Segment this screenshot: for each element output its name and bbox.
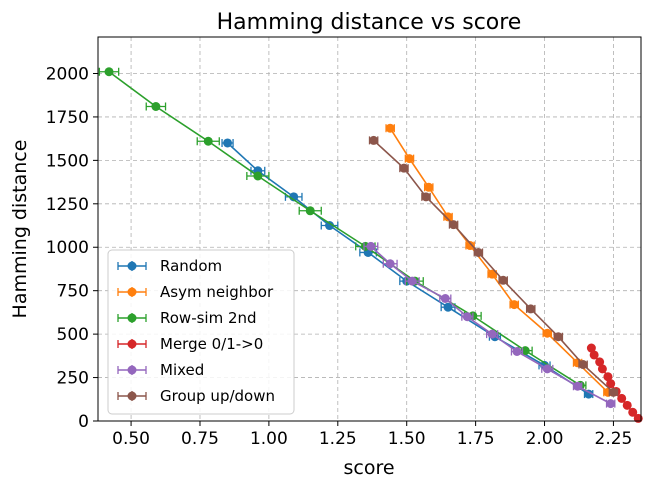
data-point	[443, 212, 453, 222]
data-point	[509, 300, 519, 310]
data-point	[385, 259, 395, 269]
series-line	[108, 71, 581, 387]
series-4	[586, 343, 643, 423]
data-point	[628, 407, 638, 417]
y-tick-label: 250	[57, 369, 89, 389]
legend-item: Asym neighbor	[117, 283, 274, 301]
data-point	[203, 136, 213, 146]
y-tick-label: 1250	[46, 195, 89, 215]
legend-marker	[127, 339, 137, 349]
legend-marker	[127, 261, 137, 271]
data-point	[542, 364, 552, 374]
y-tick-label: 1000	[46, 238, 89, 258]
data-point	[223, 138, 233, 148]
data-point	[253, 171, 263, 181]
y-axis-title: Hamming distance	[9, 140, 31, 319]
data-point	[573, 381, 583, 391]
legend-item: Merge 0/1->0	[117, 335, 263, 353]
data-point	[449, 220, 459, 230]
data-point	[553, 332, 563, 342]
series-5	[363, 241, 616, 409]
data-point	[498, 275, 508, 285]
y-tick-label: 1500	[46, 151, 89, 171]
data-point	[305, 206, 315, 216]
data-point	[151, 102, 161, 112]
data-point	[606, 379, 616, 389]
series-6	[368, 135, 619, 397]
x-tick-label: 1.00	[250, 429, 288, 449]
x-tick-label: 1.25	[319, 429, 357, 449]
x-axis-title: score	[343, 457, 394, 479]
legend-item: Group up/down	[117, 387, 275, 405]
y-tick-label: 1750	[46, 108, 89, 128]
series-line	[373, 139, 614, 393]
data-point	[595, 357, 605, 367]
data-point	[404, 154, 414, 164]
x-tick-label: 2.25	[595, 429, 633, 449]
legend-item: Row-sim 2nd	[117, 309, 257, 327]
data-point	[586, 343, 596, 353]
y-axis-ticks: 0 250 500 750 1000 1250 1500 1750 2000	[46, 64, 98, 432]
legend-label: Row-sim 2nd	[160, 309, 257, 327]
data-point	[407, 276, 417, 286]
series-2	[385, 123, 613, 397]
data-point	[608, 387, 618, 397]
legend-marker	[127, 287, 137, 297]
data-point	[399, 163, 409, 173]
data-point	[606, 399, 616, 409]
data-point	[487, 329, 497, 339]
x-tick-label: 1.50	[388, 429, 426, 449]
data-point	[104, 67, 114, 77]
data-point	[440, 294, 450, 304]
series-line	[389, 127, 609, 393]
data-point	[597, 364, 607, 374]
data-point	[512, 346, 522, 356]
series-line	[370, 245, 612, 405]
data-point	[369, 135, 379, 145]
legend: Random Asym neighbor Row-sim 2nd Merge 0/1-…	[107, 249, 295, 415]
data-point	[589, 350, 599, 360]
data-point	[526, 304, 536, 314]
data-point	[584, 389, 594, 399]
data-point	[366, 241, 376, 251]
legend-label: Random	[160, 257, 222, 275]
legend-label: Asym neighbor	[160, 283, 274, 301]
legend-marker	[127, 313, 137, 323]
y-tick-label: 500	[57, 325, 89, 345]
legend-box	[107, 249, 295, 415]
legend-item: Random	[117, 257, 222, 275]
legend-marker	[127, 391, 137, 401]
data-point	[325, 221, 335, 231]
data-point	[473, 247, 483, 257]
data-point	[542, 328, 552, 338]
y-tick-label: 0	[78, 412, 89, 432]
x-axis-ticks: 0.50 0.75 1.00 1.25 1.50 1.75 2.00 2.25	[112, 421, 632, 449]
x-tick-label: 1.75	[457, 429, 495, 449]
data-point	[603, 372, 613, 382]
legend-item: Mixed	[117, 361, 204, 379]
y-tick-label: 750	[57, 282, 89, 302]
legend-label: Merge 0/1->0	[160, 335, 263, 353]
data-point	[578, 360, 588, 370]
data-point	[443, 302, 453, 312]
x-tick-label: 0.75	[181, 429, 219, 449]
legend-marker	[127, 365, 137, 375]
data-point	[487, 269, 497, 279]
x-tick-label: 0.50	[112, 429, 150, 449]
chart-title: Hamming distance vs score	[217, 10, 522, 35]
y-tick-label: 2000	[46, 64, 89, 84]
data-point	[465, 241, 475, 251]
legend-label: Mixed	[160, 361, 204, 379]
data-point	[622, 400, 632, 410]
data-point	[385, 123, 395, 133]
series-layer	[98, 67, 643, 423]
data-point	[617, 393, 627, 403]
plot-frame	[97, 36, 642, 422]
x-tick-label: 2.00	[526, 429, 564, 449]
legend-label: Group up/down	[160, 387, 275, 405]
data-point	[462, 312, 472, 322]
data-point	[424, 182, 434, 192]
data-point	[421, 192, 431, 202]
